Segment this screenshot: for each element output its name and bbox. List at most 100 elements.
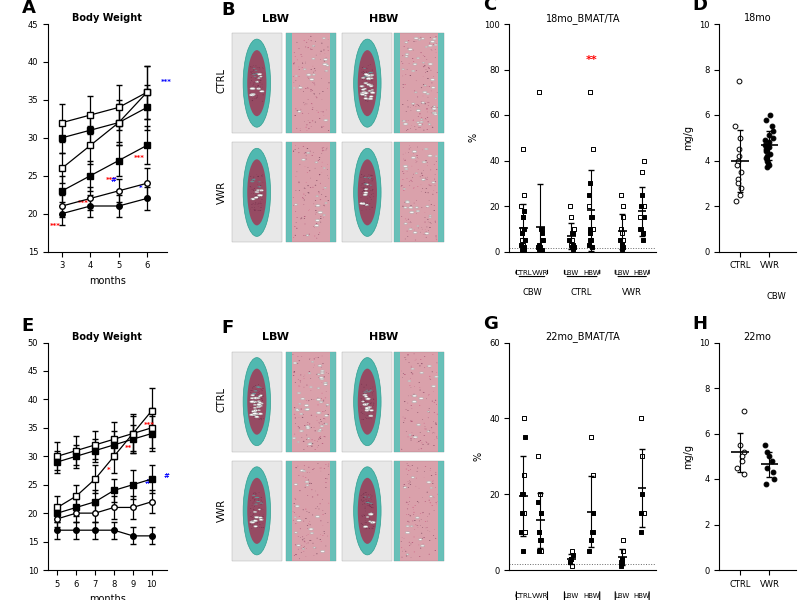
Ellipse shape [405,168,408,170]
Ellipse shape [254,397,258,399]
Ellipse shape [320,378,324,380]
Ellipse shape [366,77,371,79]
Point [730,160,743,170]
Ellipse shape [429,227,430,228]
Text: CTRL: CTRL [217,387,226,412]
Ellipse shape [363,91,366,93]
Ellipse shape [323,436,325,437]
Ellipse shape [257,88,261,89]
Point [763,137,776,147]
Point [637,235,650,245]
Point [637,229,650,238]
Bar [394,461,401,561]
Ellipse shape [319,157,320,158]
Y-axis label: %: % [474,452,483,461]
Ellipse shape [366,98,369,99]
Ellipse shape [358,50,377,116]
Point [533,88,546,97]
Ellipse shape [421,545,425,547]
Text: VWR: VWR [217,181,226,204]
Ellipse shape [294,407,295,408]
Ellipse shape [422,102,425,103]
Point [732,155,745,165]
Ellipse shape [309,528,314,530]
Ellipse shape [368,406,372,408]
Point [729,122,742,131]
Ellipse shape [253,402,256,403]
Ellipse shape [409,229,413,230]
Point [519,433,532,442]
Point [566,550,579,560]
Point [635,224,648,233]
Ellipse shape [417,424,421,425]
Text: LBW: LBW [614,269,630,275]
Ellipse shape [311,361,314,362]
Ellipse shape [408,470,410,471]
Ellipse shape [421,448,422,449]
Ellipse shape [259,395,263,396]
Ellipse shape [306,409,310,410]
Ellipse shape [363,88,366,89]
Point [533,546,546,556]
Ellipse shape [410,526,413,527]
Point [586,527,598,537]
Ellipse shape [300,380,301,381]
Point [638,212,650,222]
Point [734,183,747,193]
Ellipse shape [305,481,309,483]
Ellipse shape [302,159,306,161]
Ellipse shape [243,39,270,127]
Bar [394,33,401,133]
Ellipse shape [294,532,298,533]
Point [759,135,772,145]
Ellipse shape [416,110,420,112]
Ellipse shape [405,41,408,43]
Point [734,440,746,449]
Bar [438,461,444,561]
Point [515,201,528,211]
Ellipse shape [250,394,255,396]
Point [515,490,528,499]
Ellipse shape [362,401,365,402]
Ellipse shape [360,93,365,95]
Ellipse shape [258,404,262,406]
Ellipse shape [313,74,315,76]
Text: #: # [163,473,169,479]
Point [615,554,628,563]
Ellipse shape [406,200,409,202]
Ellipse shape [406,554,409,555]
Ellipse shape [424,222,426,223]
Ellipse shape [364,192,368,194]
Ellipse shape [364,82,368,84]
Ellipse shape [362,77,365,79]
Ellipse shape [316,196,318,197]
Ellipse shape [364,188,368,190]
Ellipse shape [364,184,368,185]
Bar [438,33,444,133]
Point [518,206,530,215]
Ellipse shape [299,413,302,415]
Point [584,535,597,544]
Point [534,490,546,499]
Ellipse shape [428,155,432,157]
Point [532,451,545,461]
Ellipse shape [435,424,437,425]
Bar [286,352,336,452]
Ellipse shape [366,398,370,400]
Ellipse shape [316,398,321,401]
Point [518,224,530,233]
Ellipse shape [369,85,373,87]
Point [759,154,772,163]
Bar [292,352,330,452]
Ellipse shape [437,414,438,415]
Ellipse shape [254,526,258,527]
Point [517,508,530,518]
Ellipse shape [310,89,312,90]
Ellipse shape [298,111,301,112]
Ellipse shape [318,365,322,367]
Text: LBW: LBW [564,269,579,275]
Ellipse shape [294,115,296,116]
Ellipse shape [258,509,261,510]
Point [615,554,628,563]
Ellipse shape [409,207,413,209]
